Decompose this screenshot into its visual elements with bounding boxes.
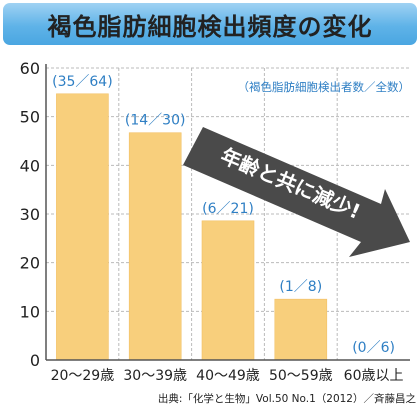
bar <box>201 220 255 361</box>
x-tick-label: 40～49歳 <box>196 368 260 384</box>
chart-title: 褐色脂肪細胞検出頻度の変化 <box>47 12 373 41</box>
y-tick-label: 30 <box>20 205 40 224</box>
axes <box>45 64 410 361</box>
labels: 0 10 20 30 40 50 60 (35／64) 20～29歳 (14／30) 30～39歳 (… <box>20 59 404 384</box>
y-tick-label: 50 <box>20 108 40 127</box>
bars <box>56 93 328 361</box>
bar <box>274 298 328 361</box>
trend-arrow-shape <box>183 127 410 257</box>
data-label: (0／6) <box>352 340 395 356</box>
x-tick-label: 20～29歳 <box>51 368 115 384</box>
x-tick-label: 60歳以上 <box>344 368 404 384</box>
data-label: (6／21) <box>202 201 254 217</box>
data-label-legend: （褐色脂肪細胞検出者数／全数） <box>238 80 411 94</box>
y-tick-label: 60 <box>20 59 40 78</box>
data-label: (35／64) <box>52 74 113 90</box>
x-tick-label: 30～39歳 <box>123 368 187 384</box>
data-label: (14／30) <box>125 113 186 129</box>
y-tick-label: 20 <box>20 254 40 273</box>
bar <box>128 132 182 361</box>
data-label: (1／8) <box>279 279 322 295</box>
source-citation: 出典:「化学と生物」Vol.50 No.1（2012）／斉藤昌之 <box>158 392 417 405</box>
y-tick-label: 10 <box>20 302 40 321</box>
y-tick-label: 0 <box>30 351 40 370</box>
x-tick-label: 50～59歳 <box>269 368 333 384</box>
y-tick-label: 40 <box>20 156 40 175</box>
bar <box>56 93 109 361</box>
title-banner: 褐色脂肪細胞検出頻度の変化 <box>3 3 417 45</box>
